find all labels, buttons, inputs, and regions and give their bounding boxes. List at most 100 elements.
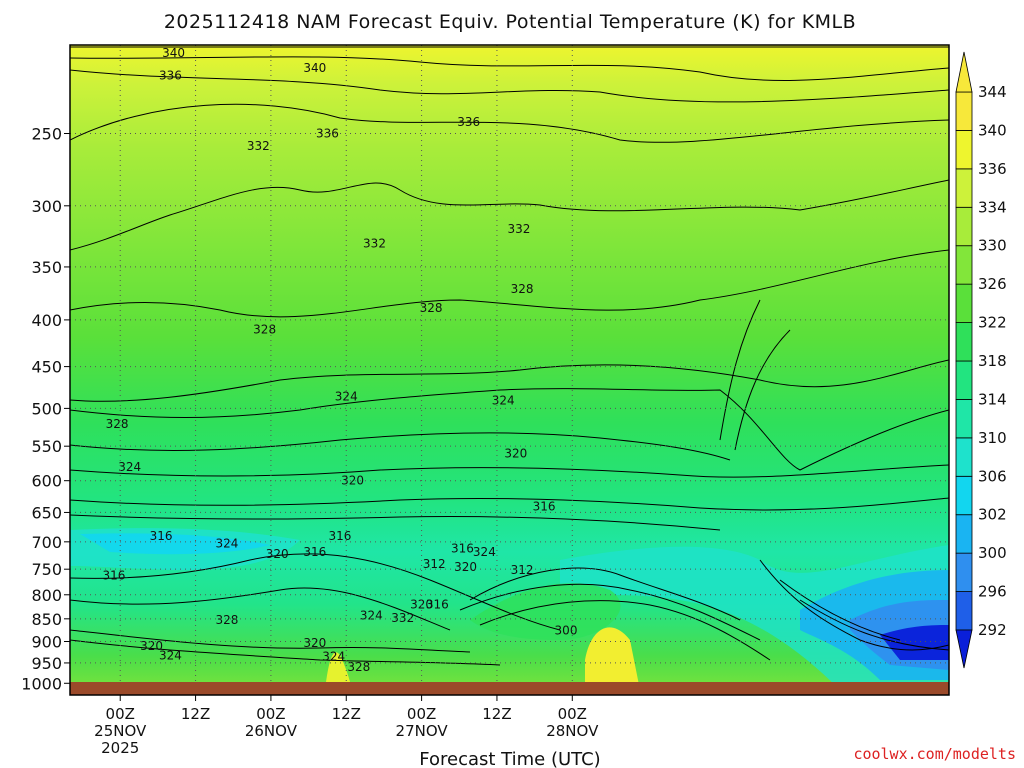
colorbar-segment bbox=[955, 283, 973, 323]
colorbar-label: 344 bbox=[978, 83, 1007, 101]
colorbar-label: 310 bbox=[978, 429, 1007, 447]
colorbar-label: 326 bbox=[978, 275, 1007, 293]
contour-label: 312 bbox=[423, 557, 446, 571]
contour-label: 324 bbox=[159, 648, 182, 662]
contour-label: 320 bbox=[504, 446, 527, 460]
x-tick-label: 12Z bbox=[181, 705, 210, 723]
y-tick-label: 1000 bbox=[21, 674, 62, 693]
contour-label: 320 bbox=[410, 598, 433, 612]
colorbar-label: 336 bbox=[978, 160, 1007, 178]
contour-label: 336 bbox=[159, 69, 182, 83]
y-tick-label: 600 bbox=[31, 472, 62, 491]
y-tick-label: 850 bbox=[31, 610, 62, 629]
y-tick-label: 650 bbox=[31, 503, 62, 522]
colorbar-label: 330 bbox=[978, 237, 1007, 255]
y-tick-label: 250 bbox=[31, 124, 62, 143]
contour-label: 332 bbox=[507, 222, 530, 236]
contour-label: 332 bbox=[363, 237, 386, 251]
y-axis: 250 300 350 400 450 500 550 600 650 700 750 800 850 9… bbox=[21, 124, 70, 693]
x-tick-label: 00Z bbox=[407, 705, 436, 723]
x-tick-label: 12Z bbox=[482, 705, 511, 723]
y-tick-label: 750 bbox=[31, 560, 62, 579]
x-tick-label: 12Z bbox=[332, 705, 361, 723]
colorbar: 292 296 300 302 306 310 314 318 322 326 330 334 336 3… bbox=[955, 51, 1007, 669]
x-tick-label: 2025 bbox=[101, 739, 139, 757]
contour-label: 324 bbox=[360, 609, 383, 623]
contour-label: 324 bbox=[492, 393, 515, 407]
colorbar-segment bbox=[955, 552, 973, 592]
colorbar-segment bbox=[955, 91, 973, 131]
contour-label: 336 bbox=[457, 115, 480, 129]
colorbar-label: 340 bbox=[978, 121, 1007, 139]
colorbar-segment bbox=[955, 245, 973, 285]
x-tick-label: 00Z bbox=[256, 705, 285, 723]
y-tick-label: 500 bbox=[31, 399, 62, 418]
contour-label: 328 bbox=[253, 323, 276, 337]
x-tick-label: 00Z bbox=[558, 705, 587, 723]
contour-label: 324 bbox=[322, 650, 345, 664]
y-tick-label: 350 bbox=[31, 258, 62, 277]
y-tick-label: 800 bbox=[31, 586, 62, 605]
colorbar-label: 318 bbox=[978, 352, 1007, 370]
x-axis-label: Forecast Time (UTC) bbox=[419, 749, 600, 768]
colorbar-segment bbox=[955, 206, 973, 247]
colorbar-min-arrow bbox=[955, 629, 973, 669]
contour-label: 320 bbox=[454, 560, 477, 574]
x-tick-label: 28NOV bbox=[546, 722, 599, 740]
contour-label: 316 bbox=[150, 529, 173, 543]
colorbar-label: 314 bbox=[978, 390, 1007, 408]
colorbar-segment bbox=[955, 591, 973, 631]
contour-label: 316 bbox=[102, 568, 125, 582]
contour-label: 340 bbox=[162, 46, 185, 60]
colorbar-segment bbox=[955, 360, 973, 400]
plot-frame bbox=[69, 44, 950, 696]
colorbar-segment bbox=[955, 168, 973, 208]
contour-label: 328 bbox=[216, 613, 239, 627]
chart-title: 2025112418 NAM Forecast Equiv. Potential… bbox=[164, 11, 856, 33]
colorbar-segment bbox=[955, 399, 973, 439]
colorbar-label: 292 bbox=[978, 621, 1007, 639]
colorbar-label: 306 bbox=[978, 467, 1007, 485]
colorbar-label: 300 bbox=[978, 544, 1007, 562]
colorbar-segment bbox=[955, 322, 973, 362]
colorbar-label: 296 bbox=[978, 583, 1007, 601]
x-tick-label: 27NOV bbox=[396, 722, 449, 740]
contour-label: 320 bbox=[140, 639, 163, 653]
contour-label: 324 bbox=[335, 389, 358, 403]
contour-label: 328 bbox=[420, 301, 443, 315]
colorbar-segment bbox=[955, 437, 973, 477]
grid bbox=[70, 45, 949, 695]
contour-label: 316 bbox=[533, 499, 556, 513]
contour-label: 316 bbox=[426, 598, 449, 612]
x-tick-label: 25NOV bbox=[94, 722, 147, 740]
contour-label: 328 bbox=[347, 660, 370, 674]
credit-text[interactable]: coolwx.com/modelts bbox=[853, 745, 1016, 763]
contour-label: 328 bbox=[106, 417, 129, 431]
colorbar-segment bbox=[955, 514, 973, 554]
contour-label: 324 bbox=[216, 537, 239, 551]
contour-label: 332 bbox=[247, 139, 270, 153]
contour-label: 320 bbox=[303, 636, 326, 650]
x-tick-label: 00Z bbox=[106, 705, 135, 723]
x-tick-label: 26NOV bbox=[245, 722, 298, 740]
y-tick-label: 700 bbox=[31, 533, 62, 552]
y-tick-label: 400 bbox=[31, 311, 62, 330]
contour-label: 324 bbox=[118, 460, 141, 474]
colorbar-label: 322 bbox=[978, 314, 1007, 332]
contour-label: 316 bbox=[329, 529, 352, 543]
contour-label: 300 bbox=[555, 623, 578, 637]
y-tick-label: 300 bbox=[31, 197, 62, 216]
y-tick-label: 950 bbox=[31, 654, 62, 673]
y-tick-label: 450 bbox=[31, 358, 62, 377]
y-tick-label: 900 bbox=[31, 632, 62, 651]
colorbar-segment bbox=[955, 130, 973, 170]
contour-label: 328 bbox=[511, 282, 534, 296]
contour-label: 320 bbox=[266, 547, 289, 561]
contour-label: 312 bbox=[511, 563, 534, 577]
colorbar-label: 334 bbox=[978, 198, 1007, 216]
contour-label: 316 bbox=[303, 545, 326, 559]
